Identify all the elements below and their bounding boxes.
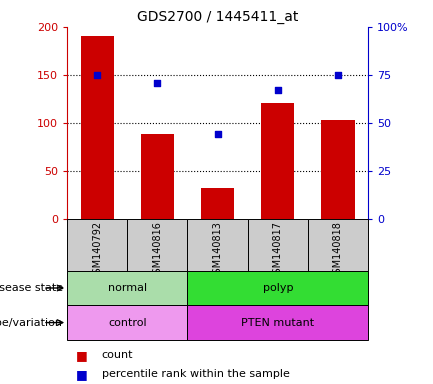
Point — [275, 87, 281, 93]
Text: percentile rank within the sample: percentile rank within the sample — [102, 369, 290, 379]
Text: GSM140818: GSM140818 — [333, 221, 343, 280]
Text: GSM140816: GSM140816 — [152, 221, 162, 280]
Text: GSM140792: GSM140792 — [92, 221, 102, 280]
Text: ■: ■ — [76, 349, 87, 362]
Bar — [81, 36, 114, 219]
Text: normal: normal — [108, 283, 147, 293]
Text: PTEN mutant: PTEN mutant — [241, 318, 314, 328]
Bar — [187, 271, 368, 305]
Point — [334, 72, 341, 78]
Bar — [187, 305, 368, 340]
Bar — [321, 120, 355, 219]
Text: disease state: disease state — [0, 283, 63, 293]
Point — [214, 131, 221, 137]
Text: count: count — [102, 350, 133, 360]
Text: polyp: polyp — [262, 283, 293, 293]
Bar — [67, 305, 187, 340]
Text: control: control — [108, 318, 147, 328]
Title: GDS2700 / 1445411_at: GDS2700 / 1445411_at — [137, 10, 298, 25]
Bar — [248, 219, 308, 271]
Bar — [127, 219, 187, 271]
Bar — [141, 134, 174, 219]
Bar — [201, 188, 234, 219]
Text: ■: ■ — [76, 368, 87, 381]
Text: genotype/variation: genotype/variation — [0, 318, 63, 328]
Bar — [308, 219, 368, 271]
Text: GSM140817: GSM140817 — [273, 221, 283, 280]
Bar — [67, 271, 187, 305]
Text: GSM140813: GSM140813 — [213, 221, 223, 280]
Bar — [67, 219, 127, 271]
Point — [154, 79, 161, 86]
Point — [94, 72, 100, 78]
Bar — [187, 219, 248, 271]
Bar — [261, 103, 294, 219]
